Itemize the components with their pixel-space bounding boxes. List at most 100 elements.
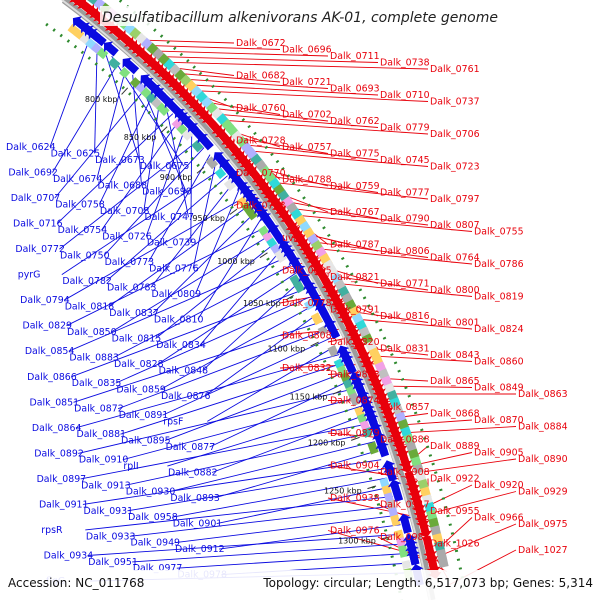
gene-arrow-forward: [418, 520, 433, 538]
reverse-gene-label: Dalk_0834: [156, 340, 206, 351]
reverse-leader-line: [73, 320, 323, 403]
forward-gene-label: Dalk_0755: [474, 227, 524, 238]
reverse-leader-line: [78, 388, 355, 454]
reverse-gene-label: Dalk_0773: [105, 257, 155, 268]
forward-gene-label: Dalk_0888: [380, 435, 430, 446]
cog-block-reverse: [390, 514, 401, 527]
forward-gene-label: Dalk_0863: [518, 389, 568, 400]
cog-block-reverse: [274, 249, 287, 263]
reverse-leader-line: [59, 140, 199, 250]
forward-gene-label: Dalk_0853: [330, 370, 380, 381]
forward-gene-label: Dalk_0879: [330, 428, 380, 439]
reverse-leader-line: [129, 505, 396, 537]
forward-gene-label: Dalk_0738: [380, 58, 430, 69]
forward-gene-label: Dalk_0764: [430, 253, 480, 264]
reverse-gene-label: Dalk_0892: [34, 448, 84, 459]
genome-summary-text: Topology: circular; Length: 6,517,073 bp…: [262, 576, 593, 590]
forward-gene-label: Dalk_0821: [330, 272, 380, 283]
scale-tick-mark: [381, 536, 391, 540]
reverse-gene-label: Dalk_0758: [55, 199, 105, 210]
forward-gene-label: Dalk_0761: [430, 64, 480, 75]
reverse-leader-line: [113, 265, 292, 358]
forward-leader-line: [241, 138, 329, 154]
reverse-gene-label: Dalk_0739: [147, 238, 197, 249]
cog-block-reverse: [181, 129, 194, 141]
reverse-leader-line: [101, 120, 180, 231]
reverse-gene-label: Dalk_0854: [25, 346, 75, 357]
forward-gene-label: Dalk_0843: [430, 350, 480, 361]
forward-gene-label: Dalk_0922: [430, 474, 480, 485]
cog-block-reverse: [129, 77, 142, 89]
reverse-gene-label: Dalk_0891: [119, 410, 169, 421]
gene-arrow-reverse: [122, 57, 140, 75]
forward-leader-line: [174, 67, 235, 76]
forward-leader-line: [251, 150, 429, 167]
cog-block-forward: [417, 478, 429, 490]
forward-leader-line: [407, 426, 517, 434]
reverse-gene-label: Dalk_0913: [81, 480, 131, 491]
cog-block-reverse: [397, 544, 409, 558]
reverse-leader-line: [108, 204, 251, 307]
forward-gene-label: Dalk_0777: [380, 188, 430, 199]
reverse-leader-lines: [49, 37, 413, 582]
forward-leader-line: [359, 319, 473, 330]
gene-arrow-reverse: [375, 441, 390, 458]
cog-block-forward: [235, 136, 249, 149]
gene-arrow-forward: [308, 255, 327, 277]
reverse-leader-line: [162, 337, 332, 416]
cog-block-reverse: [293, 280, 306, 294]
cog-block-reverse: [327, 345, 339, 358]
forward-gene-label: Dalk_0696: [282, 45, 332, 56]
forward-gene-label: Dalk_0938: [330, 493, 380, 504]
forward-gene-label: Dalk_0849: [474, 383, 524, 394]
forward-gene-label: Dalk_0831: [380, 344, 430, 355]
scale-tick-mark: [332, 390, 342, 395]
reverse-gene-label: Dalk_0881: [76, 429, 126, 440]
forward-leader-line: [387, 378, 429, 382]
forward-leader-line: [340, 283, 473, 297]
cog-block-forward: [254, 159, 268, 172]
cog-block-reverse: [310, 312, 323, 326]
title-backdrop: [100, 6, 500, 26]
reverse-leader-line: [169, 441, 376, 493]
reverse-gene-label: Dalk_0707: [11, 193, 61, 204]
reverse-gene-label: Dalk_0716: [13, 219, 63, 230]
scale-tick-label: 950 kbp: [192, 214, 225, 223]
cog-block-reverse: [333, 358, 345, 369]
feature-tracks: [63, 0, 449, 586]
forward-gene-label: Dalk_0904: [330, 461, 380, 472]
forward-leader-line: [432, 491, 517, 514]
scale-tick-mark: [367, 485, 377, 490]
scale-tick-mark: [285, 295, 294, 301]
reverse-leader-line: [115, 296, 310, 384]
forward-gene-label: Dalk_0857: [380, 402, 430, 413]
forward-leader-line: [390, 385, 473, 388]
reverse-gene-label: Dalk_0882: [168, 468, 218, 479]
forward-gene-label: Dalk_0947: [380, 500, 430, 511]
forward-gene-label: Dalk_0737: [430, 97, 480, 108]
cog-block-forward: [146, 42, 159, 56]
forward-gene-label: Dalk_0800: [430, 285, 480, 296]
reverse-leader-line: [82, 459, 382, 505]
reverse-gene-label: Dalk_0815: [112, 333, 162, 344]
forward-gene-label: Dalk_0711: [330, 51, 380, 62]
forward-gene-label: Dalk_0672: [236, 38, 286, 49]
reverse-gene-label: Dalk_0893: [170, 493, 220, 504]
cog-block-reverse: [118, 67, 131, 79]
reverse-gene-label: Dalk_0912: [175, 544, 225, 555]
cog-block-reverse: [171, 118, 183, 130]
forward-gene-label: Dalk_1027: [518, 545, 568, 556]
forward-gene-label: Dalk_0682: [236, 71, 286, 82]
reverse-leader-line: [110, 234, 272, 333]
reverse-gene-label: rpsF: [163, 416, 183, 427]
reverse-gene-label: Dalk_0851: [30, 397, 80, 408]
reverse-gene-label: Dalk_0911: [39, 499, 89, 510]
forward-gene-label: Dalk_0791: [330, 305, 380, 316]
gene-arrow-reverse: [197, 134, 214, 151]
reverse-leader-line: [54, 87, 147, 199]
forward-gene-label: Dalk_0806: [380, 246, 430, 257]
reverse-leader-line: [164, 371, 348, 442]
cog-block-forward: [421, 494, 433, 505]
forward-leader-line: [442, 523, 517, 555]
reverse-gene-label: Dalk_0809: [152, 289, 202, 300]
